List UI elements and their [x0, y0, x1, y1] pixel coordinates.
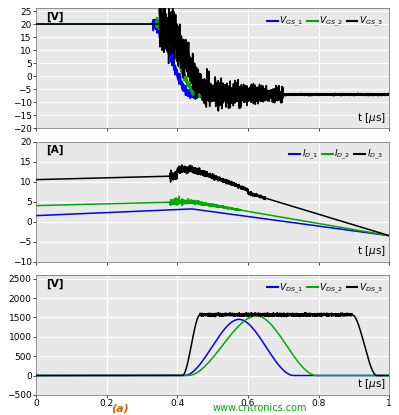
Text: [V]: [V] — [46, 12, 64, 22]
Text: [A]: [A] — [46, 145, 64, 156]
Text: t [$\mu$s]: t [$\mu$s] — [357, 244, 386, 258]
Legend: $V_{GS\_1}$, $V_{GS\_2}$, $V_{GS\_3}$: $V_{GS\_1}$, $V_{GS\_2}$, $V_{GS\_3}$ — [265, 13, 385, 31]
Legend: $I_{D\_1}$, $I_{D\_2}$, $I_{D\_3}$: $I_{D\_1}$, $I_{D\_2}$, $I_{D\_3}$ — [288, 146, 385, 164]
Text: t [$\mu$s]: t [$\mu$s] — [357, 111, 386, 125]
Text: (a): (a) — [111, 403, 128, 413]
Text: www.cntronics.com: www.cntronics.com — [212, 403, 306, 413]
Text: [V]: [V] — [46, 278, 64, 289]
Text: t [$\mu$s]: t [$\mu$s] — [357, 377, 386, 391]
Legend: $V_{DS\_1}$, $V_{DS\_2}$, $V_{DS\_3}$: $V_{DS\_1}$, $V_{DS\_2}$, $V_{DS\_3}$ — [265, 279, 385, 298]
